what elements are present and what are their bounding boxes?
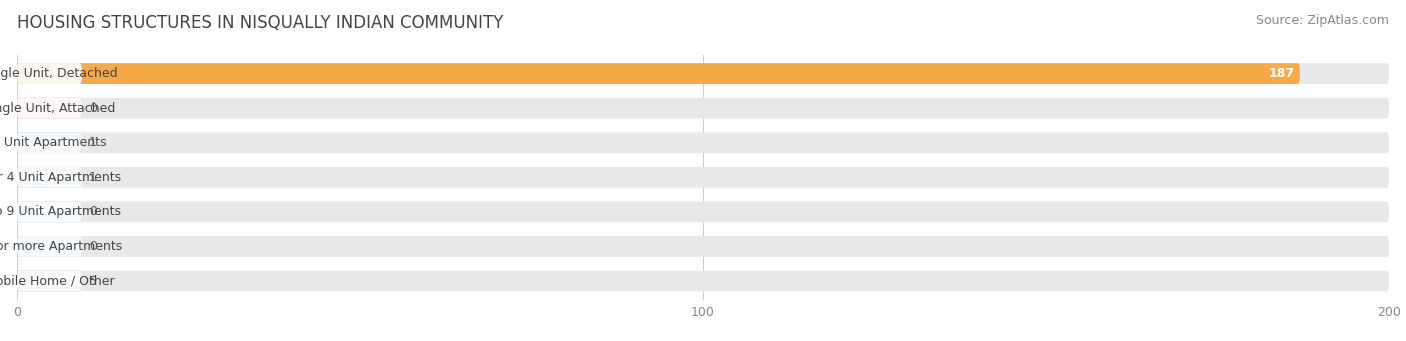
Text: 5 to 9 Unit Apartments: 5 to 9 Unit Apartments bbox=[0, 205, 121, 218]
FancyBboxPatch shape bbox=[17, 236, 82, 257]
Text: Single Unit, Attached: Single Unit, Attached bbox=[0, 102, 115, 115]
Text: 1: 1 bbox=[89, 171, 97, 184]
FancyBboxPatch shape bbox=[17, 202, 82, 222]
FancyBboxPatch shape bbox=[17, 63, 1389, 84]
FancyBboxPatch shape bbox=[17, 167, 1389, 188]
Text: Mobile Home / Other: Mobile Home / Other bbox=[0, 275, 114, 287]
Text: HOUSING STRUCTURES IN NISQUALLY INDIAN COMMUNITY: HOUSING STRUCTURES IN NISQUALLY INDIAN C… bbox=[17, 14, 503, 32]
Text: Single Unit, Detached: Single Unit, Detached bbox=[0, 67, 118, 80]
FancyBboxPatch shape bbox=[17, 271, 82, 292]
FancyBboxPatch shape bbox=[17, 98, 82, 119]
FancyBboxPatch shape bbox=[17, 236, 1389, 257]
FancyBboxPatch shape bbox=[17, 132, 82, 153]
FancyBboxPatch shape bbox=[17, 167, 82, 188]
Text: 2 Unit Apartments: 2 Unit Apartments bbox=[0, 136, 107, 149]
Text: 5: 5 bbox=[89, 275, 97, 287]
Text: 0: 0 bbox=[89, 205, 97, 218]
FancyBboxPatch shape bbox=[17, 132, 82, 153]
Text: Source: ZipAtlas.com: Source: ZipAtlas.com bbox=[1256, 14, 1389, 27]
FancyBboxPatch shape bbox=[17, 271, 82, 292]
FancyBboxPatch shape bbox=[17, 271, 1389, 292]
Text: 1: 1 bbox=[89, 136, 97, 149]
FancyBboxPatch shape bbox=[17, 63, 82, 84]
Text: 0: 0 bbox=[89, 102, 97, 115]
Text: 10 or more Apartments: 10 or more Apartments bbox=[0, 240, 122, 253]
FancyBboxPatch shape bbox=[17, 132, 1389, 153]
FancyBboxPatch shape bbox=[17, 236, 82, 257]
FancyBboxPatch shape bbox=[17, 63, 1301, 84]
Text: 187: 187 bbox=[1268, 67, 1295, 80]
FancyBboxPatch shape bbox=[17, 202, 1389, 222]
FancyBboxPatch shape bbox=[17, 98, 1389, 119]
Text: 0: 0 bbox=[89, 240, 97, 253]
Text: 3 or 4 Unit Apartments: 3 or 4 Unit Apartments bbox=[0, 171, 121, 184]
FancyBboxPatch shape bbox=[17, 202, 82, 222]
FancyBboxPatch shape bbox=[17, 167, 82, 188]
FancyBboxPatch shape bbox=[17, 98, 82, 119]
